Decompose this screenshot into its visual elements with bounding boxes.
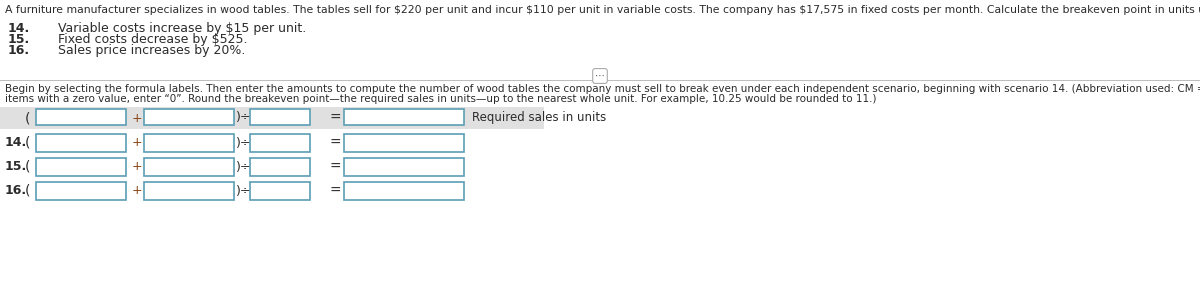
- FancyBboxPatch shape: [344, 134, 464, 152]
- Text: +: +: [132, 137, 143, 150]
- FancyBboxPatch shape: [250, 109, 310, 125]
- Text: )÷: )÷: [236, 111, 252, 124]
- Text: 14.: 14.: [5, 137, 28, 150]
- Text: Fixed costs decrease by $525.: Fixed costs decrease by $525.: [58, 33, 247, 46]
- FancyBboxPatch shape: [250, 182, 310, 200]
- FancyBboxPatch shape: [344, 109, 464, 125]
- FancyBboxPatch shape: [144, 182, 234, 200]
- FancyBboxPatch shape: [36, 182, 126, 200]
- FancyBboxPatch shape: [144, 158, 234, 176]
- Text: items with a zero value, enter “0”. Round the breakeven point—the required sales: items with a zero value, enter “0”. Roun…: [5, 94, 876, 104]
- FancyBboxPatch shape: [0, 107, 544, 129]
- Text: 16.: 16.: [8, 44, 30, 57]
- Text: ⋯: ⋯: [595, 71, 605, 81]
- Text: =: =: [329, 160, 341, 174]
- Text: =: =: [329, 184, 341, 198]
- FancyBboxPatch shape: [344, 158, 464, 176]
- Text: +: +: [132, 111, 143, 124]
- Text: 16.: 16.: [5, 184, 28, 197]
- FancyBboxPatch shape: [36, 109, 126, 125]
- Text: Required sales in units: Required sales in units: [472, 111, 606, 124]
- FancyBboxPatch shape: [36, 158, 126, 176]
- Text: 15.: 15.: [5, 160, 28, 173]
- Text: (: (: [25, 184, 31, 198]
- Text: 14.: 14.: [8, 22, 30, 35]
- FancyBboxPatch shape: [144, 134, 234, 152]
- Text: Begin by selecting the formula labels. Then enter the amounts to compute the num: Begin by selecting the formula labels. T…: [5, 84, 1200, 94]
- Text: )÷: )÷: [236, 160, 252, 173]
- FancyBboxPatch shape: [250, 134, 310, 152]
- FancyBboxPatch shape: [36, 134, 126, 152]
- Text: (: (: [25, 111, 31, 125]
- Text: Variable costs increase by $15 per unit.: Variable costs increase by $15 per unit.: [58, 22, 306, 35]
- FancyBboxPatch shape: [344, 182, 464, 200]
- Text: =: =: [329, 111, 341, 125]
- Text: 15.: 15.: [8, 33, 30, 46]
- Text: (: (: [25, 160, 31, 174]
- Text: (: (: [25, 136, 31, 150]
- Text: )÷: )÷: [236, 184, 252, 197]
- Text: )÷: )÷: [236, 137, 252, 150]
- Text: +: +: [132, 184, 143, 197]
- Text: A furniture manufacturer specializes in wood tables. The tables sell for $220 pe: A furniture manufacturer specializes in …: [5, 5, 1200, 15]
- FancyBboxPatch shape: [144, 109, 234, 125]
- Text: =: =: [329, 136, 341, 150]
- Text: Sales price increases by 20%.: Sales price increases by 20%.: [58, 44, 245, 57]
- FancyBboxPatch shape: [250, 158, 310, 176]
- Text: +: +: [132, 160, 143, 173]
